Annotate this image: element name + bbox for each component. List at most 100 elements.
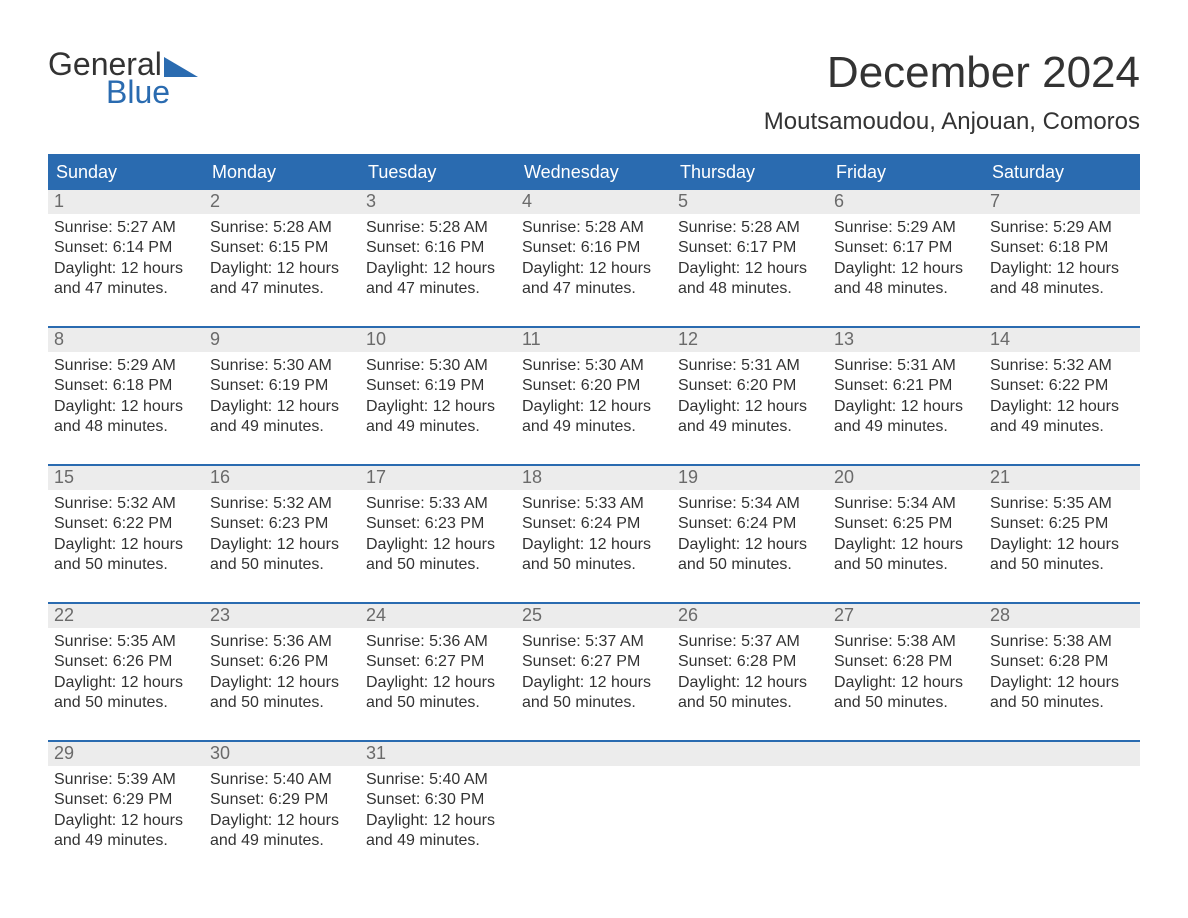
day-number: 20 <box>828 466 984 490</box>
daylight-text: Daylight: 12 hours <box>210 397 354 417</box>
day-details: Sunrise: 5:29 AMSunset: 6:18 PMDaylight:… <box>48 352 204 444</box>
day-details: Sunrise: 5:33 AMSunset: 6:24 PMDaylight:… <box>516 490 672 582</box>
daylight-text: and 48 minutes. <box>54 417 198 437</box>
day-details: Sunrise: 5:40 AMSunset: 6:30 PMDaylight:… <box>360 766 516 858</box>
day-details: Sunrise: 5:32 AMSunset: 6:22 PMDaylight:… <box>984 352 1140 444</box>
calendar-cell <box>828 742 984 878</box>
day-number: 31 <box>360 742 516 766</box>
sunset-text: Sunset: 6:30 PM <box>366 790 510 810</box>
calendar-week: 22Sunrise: 5:35 AMSunset: 6:26 PMDayligh… <box>48 602 1140 740</box>
daylight-text: and 47 minutes. <box>366 279 510 299</box>
sunset-text: Sunset: 6:17 PM <box>678 238 822 258</box>
daylight-text: Daylight: 12 hours <box>54 535 198 555</box>
daylight-text: and 47 minutes. <box>210 279 354 299</box>
sunset-text: Sunset: 6:16 PM <box>522 238 666 258</box>
day-number: 1 <box>48 190 204 214</box>
day-details: Sunrise: 5:31 AMSunset: 6:20 PMDaylight:… <box>672 352 828 444</box>
daylight-text: and 50 minutes. <box>678 555 822 575</box>
day-number: 13 <box>828 328 984 352</box>
calendar-cell: 26Sunrise: 5:37 AMSunset: 6:28 PMDayligh… <box>672 604 828 740</box>
daylight-text: and 48 minutes. <box>990 279 1134 299</box>
calendar-cell: 8Sunrise: 5:29 AMSunset: 6:18 PMDaylight… <box>48 328 204 464</box>
header: General Blue December 2024 Moutsamoudou,… <box>48 48 1140 150</box>
daylight-text: Daylight: 12 hours <box>834 535 978 555</box>
day-number: 23 <box>204 604 360 628</box>
daylight-text: Daylight: 12 hours <box>990 397 1134 417</box>
day-number: 24 <box>360 604 516 628</box>
calendar-cell: 30Sunrise: 5:40 AMSunset: 6:29 PMDayligh… <box>204 742 360 878</box>
daylight-text: Daylight: 12 hours <box>990 535 1134 555</box>
daylight-text: Daylight: 12 hours <box>54 397 198 417</box>
daylight-text: Daylight: 12 hours <box>522 535 666 555</box>
calendar-cell: 12Sunrise: 5:31 AMSunset: 6:20 PMDayligh… <box>672 328 828 464</box>
day-header: Saturday <box>984 156 1140 190</box>
daylight-text: and 50 minutes. <box>834 693 978 713</box>
daylight-text: Daylight: 12 hours <box>990 259 1134 279</box>
sunset-text: Sunset: 6:29 PM <box>210 790 354 810</box>
sunset-text: Sunset: 6:28 PM <box>990 652 1134 672</box>
day-details: Sunrise: 5:38 AMSunset: 6:28 PMDaylight:… <box>828 628 984 720</box>
daylight-text: Daylight: 12 hours <box>678 259 822 279</box>
daylight-text: Daylight: 12 hours <box>678 673 822 693</box>
daylight-text: Daylight: 12 hours <box>210 673 354 693</box>
calendar-week: 1Sunrise: 5:27 AMSunset: 6:14 PMDaylight… <box>48 190 1140 326</box>
daylight-text: and 49 minutes. <box>366 417 510 437</box>
day-number: 14 <box>984 328 1140 352</box>
day-details <box>984 766 1140 776</box>
daylight-text: and 50 minutes. <box>990 693 1134 713</box>
sunrise-text: Sunrise: 5:28 AM <box>678 218 822 238</box>
day-header: Thursday <box>672 156 828 190</box>
sunrise-text: Sunrise: 5:31 AM <box>678 356 822 376</box>
daylight-text: and 49 minutes. <box>990 417 1134 437</box>
daylight-text: Daylight: 12 hours <box>210 535 354 555</box>
day-number: 10 <box>360 328 516 352</box>
day-details: Sunrise: 5:30 AMSunset: 6:19 PMDaylight:… <box>204 352 360 444</box>
sunset-text: Sunset: 6:21 PM <box>834 376 978 396</box>
day-number: 22 <box>48 604 204 628</box>
sunset-text: Sunset: 6:26 PM <box>54 652 198 672</box>
sunrise-text: Sunrise: 5:30 AM <box>366 356 510 376</box>
daylight-text: Daylight: 12 hours <box>678 397 822 417</box>
day-details: Sunrise: 5:35 AMSunset: 6:25 PMDaylight:… <box>984 490 1140 582</box>
sunset-text: Sunset: 6:25 PM <box>834 514 978 534</box>
day-details: Sunrise: 5:35 AMSunset: 6:26 PMDaylight:… <box>48 628 204 720</box>
daylight-text: and 49 minutes. <box>54 831 198 851</box>
sunset-text: Sunset: 6:26 PM <box>210 652 354 672</box>
sunset-text: Sunset: 6:27 PM <box>522 652 666 672</box>
sunrise-text: Sunrise: 5:29 AM <box>54 356 198 376</box>
day-headers-row: Sunday Monday Tuesday Wednesday Thursday… <box>48 156 1140 190</box>
daylight-text: Daylight: 12 hours <box>522 397 666 417</box>
sunrise-text: Sunrise: 5:33 AM <box>522 494 666 514</box>
sunset-text: Sunset: 6:23 PM <box>366 514 510 534</box>
day-details: Sunrise: 5:29 AMSunset: 6:18 PMDaylight:… <box>984 214 1140 306</box>
calendar-cell: 29Sunrise: 5:39 AMSunset: 6:29 PMDayligh… <box>48 742 204 878</box>
sunrise-text: Sunrise: 5:30 AM <box>210 356 354 376</box>
daylight-text: Daylight: 12 hours <box>834 397 978 417</box>
daylight-text: Daylight: 12 hours <box>366 811 510 831</box>
calendar-cell: 13Sunrise: 5:31 AMSunset: 6:21 PMDayligh… <box>828 328 984 464</box>
calendar-cell: 23Sunrise: 5:36 AMSunset: 6:26 PMDayligh… <box>204 604 360 740</box>
daylight-text: and 48 minutes. <box>834 279 978 299</box>
day-number: 19 <box>672 466 828 490</box>
sunrise-text: Sunrise: 5:27 AM <box>54 218 198 238</box>
daylight-text: Daylight: 12 hours <box>522 259 666 279</box>
calendar-cell <box>984 742 1140 878</box>
calendar-cell: 31Sunrise: 5:40 AMSunset: 6:30 PMDayligh… <box>360 742 516 878</box>
sunset-text: Sunset: 6:19 PM <box>210 376 354 396</box>
calendar-cell: 17Sunrise: 5:33 AMSunset: 6:23 PMDayligh… <box>360 466 516 602</box>
daylight-text: Daylight: 12 hours <box>678 535 822 555</box>
day-number: 7 <box>984 190 1140 214</box>
calendar-week: 15Sunrise: 5:32 AMSunset: 6:22 PMDayligh… <box>48 464 1140 602</box>
daylight-text: Daylight: 12 hours <box>54 673 198 693</box>
sunrise-text: Sunrise: 5:39 AM <box>54 770 198 790</box>
calendar-cell: 24Sunrise: 5:36 AMSunset: 6:27 PMDayligh… <box>360 604 516 740</box>
day-details: Sunrise: 5:36 AMSunset: 6:27 PMDaylight:… <box>360 628 516 720</box>
sunset-text: Sunset: 6:24 PM <box>522 514 666 534</box>
sunset-text: Sunset: 6:28 PM <box>834 652 978 672</box>
day-details: Sunrise: 5:34 AMSunset: 6:25 PMDaylight:… <box>828 490 984 582</box>
sunrise-text: Sunrise: 5:33 AM <box>366 494 510 514</box>
calendar-cell: 11Sunrise: 5:30 AMSunset: 6:20 PMDayligh… <box>516 328 672 464</box>
day-number: 29 <box>48 742 204 766</box>
title-block: December 2024 Moutsamoudou, Anjouan, Com… <box>764 48 1140 150</box>
day-number <box>516 742 672 766</box>
